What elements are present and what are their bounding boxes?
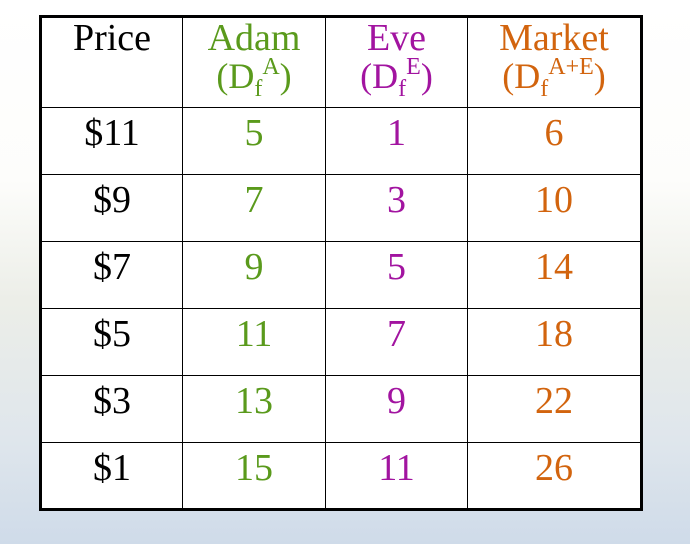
market-symbol-sub: f: [540, 76, 549, 102]
price-cell: $9: [93, 179, 131, 221]
demand-table: Price Adam (DfA) Eve (DfE) Market (DfA+E…: [39, 15, 643, 511]
header-market: Market (DfA+E): [467, 16, 642, 108]
eve-symbol-letter: D: [372, 56, 399, 96]
market-symbol-letter: D: [514, 56, 541, 96]
adam-quantity-cell: 15: [235, 447, 273, 489]
adam-quantity-cell: 13: [235, 380, 273, 422]
table-row: $11 5 1 6: [40, 107, 642, 175]
market-quantity-cell: 26: [535, 447, 573, 489]
header-market-symbol: (DfA+E): [502, 54, 606, 102]
table-row: $7 9 5 14: [40, 241, 642, 309]
table-row: $5 11 7 18: [40, 308, 642, 376]
market-quantity-cell: 18: [535, 313, 573, 355]
market-quantity-cell: 6: [544, 112, 564, 154]
header-adam-name: Adam: [207, 17, 301, 59]
price-cell: $11: [84, 112, 140, 154]
market-quantity-cell: 22: [535, 380, 573, 422]
price-cell: $3: [93, 380, 131, 422]
header-row: Price Adam (DfA) Eve (DfE) Market (DfA+E…: [40, 16, 642, 108]
eve-symbol-sub: f: [398, 76, 407, 102]
table-row: $1 15 11 26: [40, 442, 642, 510]
eve-quantity-cell: 9: [387, 380, 406, 422]
adam-quantity-cell: 11: [235, 313, 273, 355]
market-symbol-sup: A+E: [548, 54, 594, 80]
adam-symbol-letter: D: [228, 56, 255, 96]
header-eve: Eve (DfE): [325, 16, 468, 108]
header-adam: Adam (DfA): [182, 16, 326, 108]
adam-symbol-sub: f: [254, 76, 263, 102]
price-cell: $5: [93, 313, 131, 355]
adam-quantity-cell: 7: [244, 179, 264, 221]
header-market-name: Market: [499, 17, 609, 59]
adam-symbol-sup: A: [262, 54, 280, 80]
header-eve-symbol: (DfE): [360, 54, 433, 102]
header-eve-name: Eve: [366, 17, 427, 59]
adam-quantity-cell: 5: [244, 112, 264, 154]
price-cell: $7: [93, 246, 131, 288]
eve-quantity-cell: 7: [387, 313, 406, 355]
price-cell: $1: [93, 447, 131, 489]
table-row: $3 13 9 22: [40, 375, 642, 443]
eve-symbol-sup: E: [406, 54, 421, 80]
market-quantity-cell: 14: [535, 246, 573, 288]
adam-quantity-cell: 9: [244, 246, 264, 288]
eve-quantity-cell: 1: [387, 112, 406, 154]
header-price-label: Price: [72, 17, 152, 59]
market-quantity-cell: 10: [535, 179, 573, 221]
eve-quantity-cell: 3: [387, 179, 406, 221]
table-row: $9 7 3 10: [40, 174, 642, 242]
header-adam-symbol: (DfA): [216, 54, 292, 102]
eve-quantity-cell: 11: [378, 447, 415, 489]
header-price: Price: [40, 16, 183, 108]
eve-quantity-cell: 5: [387, 246, 406, 288]
